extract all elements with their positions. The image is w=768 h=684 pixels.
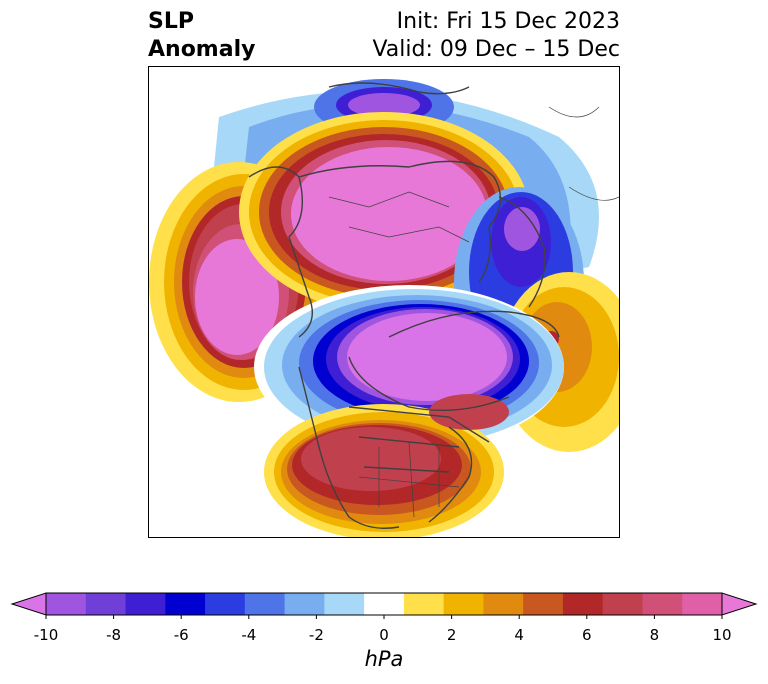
map-svg [149,79,619,537]
title-valid-range: Valid: 09 Dec – 15 Dec [372,37,620,62]
anomaly-pos-eurasia-core [291,147,487,281]
colorbar-tick-label: 6 [582,626,592,644]
colorbar-swatch [403,593,445,615]
borders [328,106,619,518]
colorbar-extend-min [10,592,47,616]
colorbar-tick-label: 4 [514,626,524,644]
anomaly-pos-usa-6 [301,427,441,491]
colorbar-tick-label: 2 [446,626,457,644]
colorbar-swatch [602,593,643,615]
colorbar-swatch [125,593,166,615]
colorbar-swatch [205,593,246,615]
map-panel [148,66,620,538]
colorbar-swatch [284,593,325,615]
coastlines [248,82,560,529]
colorbar-tick-label: -4 [241,626,257,644]
colorbar-swatch [682,593,723,615]
colorbar-swatch [483,593,524,615]
colorbar-swatch [324,593,365,615]
colorbar-extend-max [721,592,758,616]
colorbar-swatch [46,593,87,615]
colorbar-tick-label: 0 [379,626,389,644]
title-left: SLP Anomaly [148,8,255,64]
anomaly-neg-polar-core [347,313,507,401]
colorbar-swatch [85,593,127,615]
anomaly-neg-top-center [348,93,420,117]
colorbar-swatch [244,593,286,615]
title-variable: SLP [148,9,194,34]
anomaly-pos-atlantic-core [195,239,279,355]
colorbar-units: hPa [364,647,404,671]
title-init-date: Init: Fri 15 Dec 2023 [396,9,620,34]
colorbar-tick-label: -10 [33,626,59,644]
anomaly-neg-pacific-core [504,207,540,251]
colorbar-swatch [165,593,206,615]
colorbar-swatch [443,593,484,615]
colorbar-swatch [642,593,683,615]
colorbar-tick-label: -6 [173,626,189,644]
colorbar-tick-label: 8 [649,626,660,644]
colorbar-swatch [364,593,405,615]
anomaly-pos-usa-7 [429,394,509,430]
title-field: Anomaly [148,37,256,62]
colorbar-swatch [562,593,604,615]
colorbar-swatch [523,593,564,615]
title-right: Init: Fri 15 Dec 2023 Valid: 09 Dec – 15… [372,8,620,64]
colorbar-tick-label: 10 [712,626,732,644]
colorbar [10,592,758,619]
colorbar-tick-label: -2 [308,626,324,644]
colorbar-tick-label: -8 [106,626,122,644]
